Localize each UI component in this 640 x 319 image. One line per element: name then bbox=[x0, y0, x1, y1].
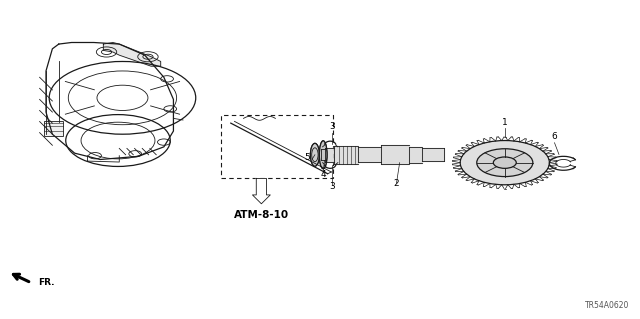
Bar bbox=[44, 121, 63, 136]
Text: ATM-8-10: ATM-8-10 bbox=[234, 210, 289, 220]
Text: 3: 3 bbox=[329, 182, 335, 190]
Polygon shape bbox=[103, 42, 161, 66]
Polygon shape bbox=[252, 178, 270, 204]
Circle shape bbox=[477, 149, 533, 177]
Text: 5: 5 bbox=[305, 152, 310, 161]
Text: 4: 4 bbox=[321, 170, 326, 179]
Ellipse shape bbox=[319, 141, 327, 169]
Text: TR54A0620: TR54A0620 bbox=[585, 301, 629, 310]
Circle shape bbox=[460, 141, 549, 185]
Text: 3: 3 bbox=[329, 122, 335, 131]
Text: 6: 6 bbox=[552, 132, 557, 141]
Ellipse shape bbox=[310, 143, 319, 166]
Text: 1: 1 bbox=[502, 118, 508, 127]
Text: 2: 2 bbox=[394, 179, 399, 189]
Text: FR.: FR. bbox=[38, 278, 54, 287]
Circle shape bbox=[493, 157, 516, 168]
